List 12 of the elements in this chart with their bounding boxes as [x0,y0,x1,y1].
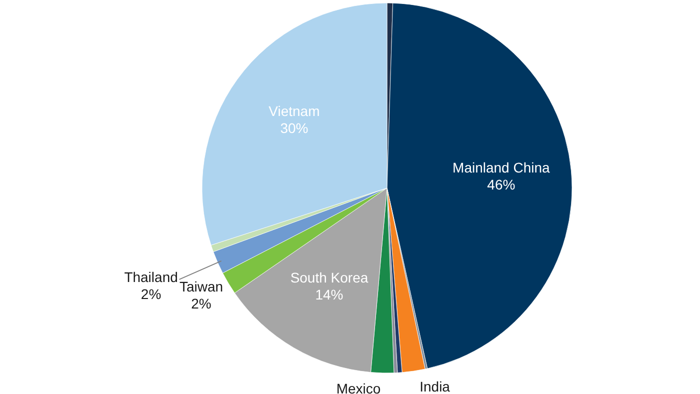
slice-label: India [420,378,450,394]
slice-label: Mexico [336,380,381,394]
data-label: 2% [140,286,162,302]
slice-label: Thailand [124,268,178,285]
slice-label: Vietnam [268,102,320,119]
data-label: 14% [315,286,344,302]
data-label: 46% [487,176,516,192]
slice-label: Taiwan [179,278,224,294]
data-label: 2% [191,295,212,312]
slice-label: South Korea [290,269,368,286]
slice-label: Mainland China [452,159,550,176]
data-label: 30% [280,120,308,136]
